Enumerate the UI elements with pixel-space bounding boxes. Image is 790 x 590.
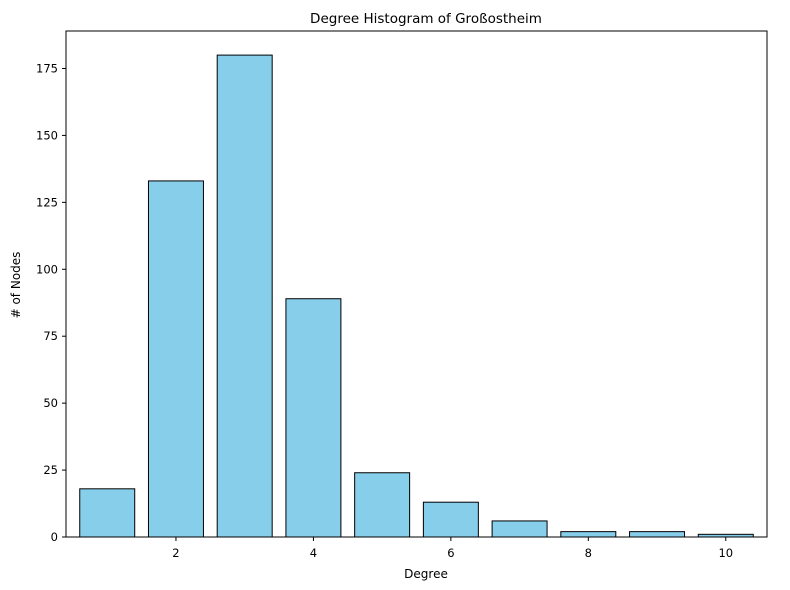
bar-degree-3	[216, 54, 273, 538]
bar-degree-1	[79, 488, 136, 538]
y-tick-label: 50	[43, 396, 58, 410]
bar-degree-7	[491, 520, 548, 538]
x-tick-label: 8	[585, 546, 592, 560]
x-tick-label: 4	[310, 546, 317, 560]
x-axis-label: Degree	[404, 567, 448, 581]
y-tick-label: 125	[36, 195, 58, 209]
bar-degree-2	[147, 180, 204, 538]
bar-degree-9	[629, 531, 686, 538]
x-tick-label: 2	[172, 546, 179, 560]
bar-degree-4	[285, 298, 342, 538]
bars-layer	[79, 54, 754, 538]
y-tick-label: 150	[36, 128, 58, 142]
y-tick-label: 100	[36, 262, 58, 276]
x-tick-label: 6	[447, 546, 454, 560]
bar-degree-6	[422, 501, 479, 538]
y-tick-label: 175	[36, 61, 58, 75]
y-axis-label: # of Nodes	[9, 252, 23, 319]
bar-degree-5	[354, 472, 411, 538]
plot-frame	[65, 30, 768, 538]
chart-title: Degree Histogram of Großostheim	[310, 11, 542, 27]
y-tick-label: 0	[51, 530, 58, 544]
x-tick-label: 10	[718, 546, 733, 560]
bar-degree-8	[560, 531, 617, 538]
y-tick-label: 25	[43, 463, 58, 477]
y-tick-label: 75	[43, 329, 58, 343]
